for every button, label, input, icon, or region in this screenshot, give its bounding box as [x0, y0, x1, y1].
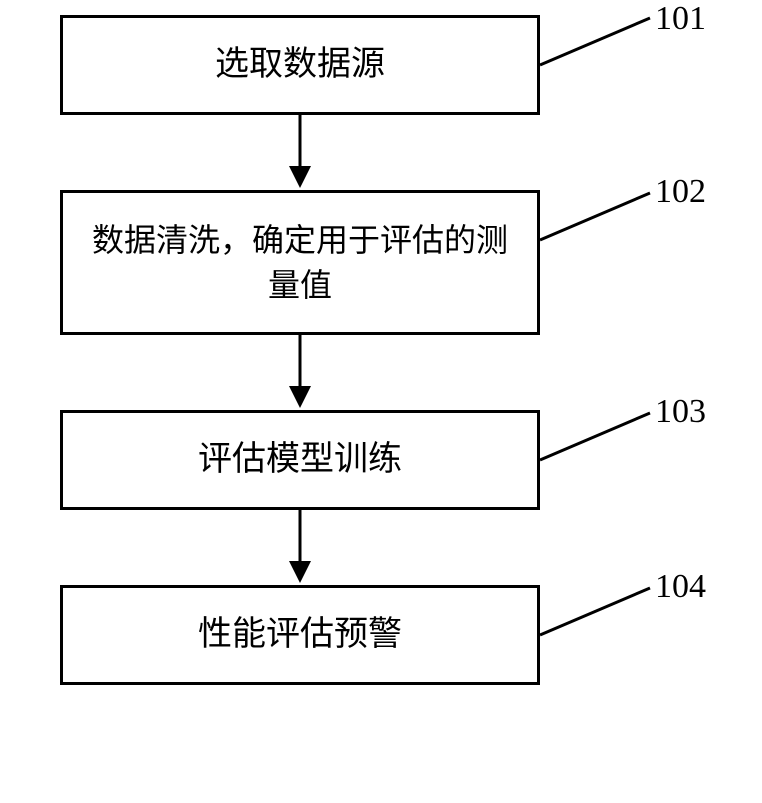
node-3-label: 评估模型训练 [198, 436, 402, 484]
arrow-head-icon [289, 166, 311, 188]
flowchart-node-2: 数据清洗，确定用于评估的测量值 [60, 190, 540, 335]
arrow-line [299, 335, 302, 390]
node-2-ref-number: 102 [655, 173, 706, 211]
node-1-label: 选取数据源 [215, 41, 385, 89]
arrow-1-to-2 [60, 115, 540, 190]
flowchart-node-4: 性能评估预警 [60, 585, 540, 685]
label-connector-2 [530, 185, 660, 255]
node-4-label: 性能评估预警 [198, 611, 402, 659]
label-connector-4 [530, 580, 660, 650]
flowchart-node-1: 选取数据源 [60, 15, 540, 115]
node-2-label: 数据清洗，确定用于评估的测量值 [83, 218, 517, 308]
arrow-head-icon [289, 561, 311, 583]
node-4-ref-number: 104 [655, 568, 706, 606]
node-1-ref-number: 101 [655, 0, 706, 38]
label-connector-3 [530, 405, 660, 475]
flowchart-node-3: 评估模型训练 [60, 410, 540, 510]
arrow-head-icon [289, 386, 311, 408]
arrow-line [299, 115, 302, 170]
arrow-line [299, 510, 302, 565]
arrow-2-to-3 [60, 335, 540, 410]
node-3-ref-number: 103 [655, 393, 706, 431]
label-connector-1 [530, 10, 660, 80]
arrow-3-to-4 [60, 510, 540, 585]
flowchart-container: 选取数据源 101 数据清洗，确定用于评估的测量值 102 评估模型训练 103… [60, 15, 700, 685]
